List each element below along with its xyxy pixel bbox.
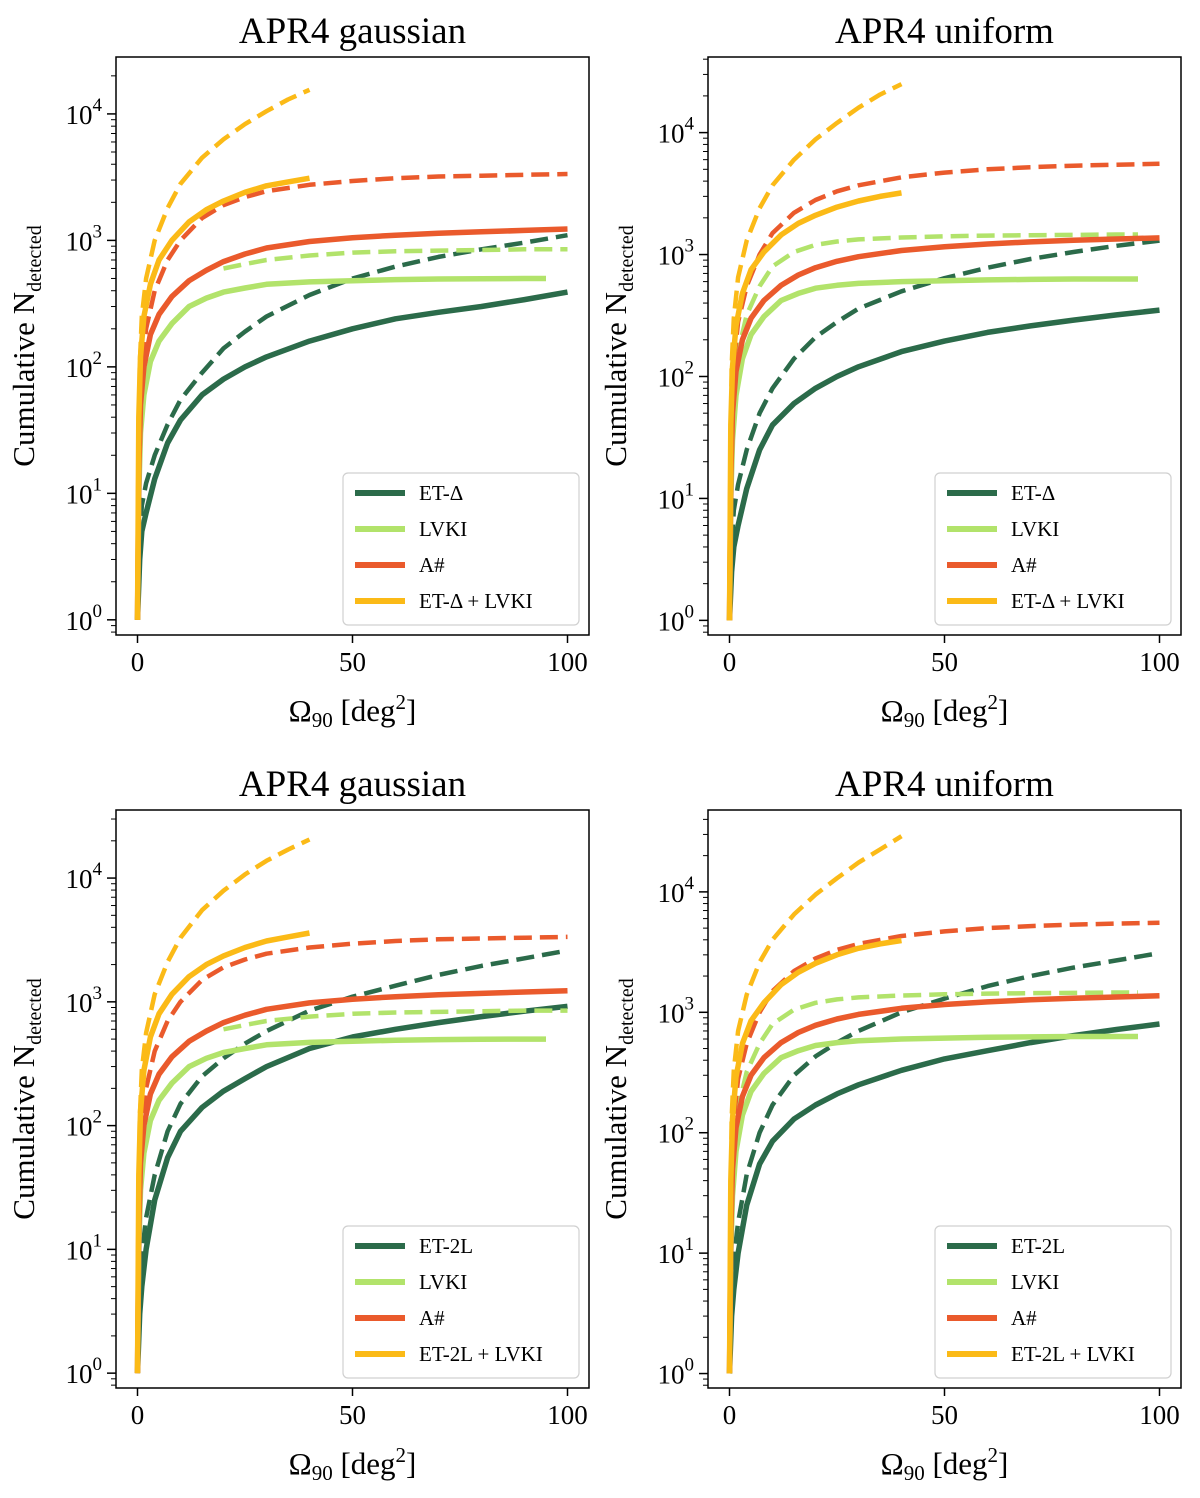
series-line-a--dashed bbox=[135, 171, 568, 620]
x-tick-label: 50 bbox=[931, 647, 958, 677]
series-line-et-lvki-dashed bbox=[727, 82, 903, 621]
series-line-et-2l-dashed bbox=[727, 950, 1160, 1374]
legend-label: ET-Δ + LVKI bbox=[419, 589, 533, 613]
y-tick-label: 100 bbox=[658, 601, 695, 636]
legend: ET-2L LVKI A# ET-2L + LVKI bbox=[342, 1225, 580, 1379]
series-group bbox=[134, 837, 568, 1374]
chart-title: APR4 gaussian bbox=[239, 764, 466, 805]
x-axis-label: Ω90 [deg2] bbox=[289, 1443, 417, 1485]
legend-label: ET-2L + LVKI bbox=[419, 1342, 543, 1366]
chart-panel-3: APR4 gaussian 0 50 100 100 101 102 103 104 Ω90 [d… bbox=[6, 764, 590, 1485]
y-tick-label: 102 bbox=[66, 348, 103, 383]
series-group bbox=[726, 834, 1160, 1374]
x-tick-label: 100 bbox=[547, 647, 588, 677]
legend: ET-2L LVKI A# ET-2L + LVKI bbox=[934, 1225, 1172, 1379]
series-line-et-2l-lvki-solid bbox=[726, 937, 902, 1374]
x-tick-label: 0 bbox=[723, 647, 737, 677]
legend: ET-Δ LVKI A# ET-Δ + LVKI bbox=[934, 472, 1172, 626]
y-tick-label: 101 bbox=[658, 1234, 695, 1269]
chart-panel-2: APR4 uniform 0 50 100 100 101 102 103 104 Ω90 [de… bbox=[598, 11, 1182, 732]
y-tick-label: 100 bbox=[658, 1355, 695, 1390]
y-tick-label: 101 bbox=[66, 1230, 103, 1265]
chart-panel-1: APR4 gaussian 0 50 100 100 101 102 103 104 Ω90 [d… bbox=[6, 11, 590, 732]
y-axis-label: Cumulative Ndetected bbox=[6, 978, 46, 1219]
legend-label: A# bbox=[419, 553, 445, 577]
series-group bbox=[134, 87, 568, 620]
legend: ET-Δ LVKI A# ET-Δ + LVKI bbox=[342, 472, 580, 626]
y-tick-label: 103 bbox=[658, 993, 695, 1028]
y-tick-label: 100 bbox=[66, 601, 103, 636]
legend-label: ET-Δ bbox=[1011, 481, 1055, 505]
x-tick-label: 50 bbox=[339, 647, 366, 677]
legend-label: ET-Δ + LVKI bbox=[1011, 589, 1125, 613]
legend-box bbox=[934, 1225, 1172, 1379]
x-axis-label: Ω90 [deg2] bbox=[881, 1443, 1009, 1485]
series-line-et-2l-solid bbox=[726, 1021, 1160, 1374]
series-line-a--dashed bbox=[135, 934, 568, 1374]
legend-label: LVKI bbox=[1011, 1270, 1059, 1294]
legend-label: ET-2L bbox=[1011, 1234, 1065, 1258]
y-tick-label: 104 bbox=[658, 873, 695, 908]
y-tick-label: 101 bbox=[658, 479, 695, 514]
x-tick-label: 0 bbox=[723, 1400, 737, 1430]
series-line-lvki-dashed bbox=[223, 1008, 568, 1032]
series-line-et--dashed bbox=[135, 232, 568, 620]
legend-box bbox=[342, 1225, 580, 1379]
series-line-a--solid bbox=[726, 993, 1160, 1374]
series-line-et--solid bbox=[726, 307, 1160, 621]
series-group bbox=[726, 82, 1160, 621]
series-line-lvki-dashed bbox=[223, 247, 568, 271]
x-tick-label: 100 bbox=[1139, 1400, 1180, 1430]
series-line-et--solid bbox=[134, 289, 568, 620]
y-tick-label: 102 bbox=[658, 1114, 695, 1149]
legend-label: A# bbox=[419, 1306, 445, 1330]
y-axis-label: Cumulative Ndetected bbox=[6, 225, 46, 466]
y-tick-label: 101 bbox=[66, 474, 103, 509]
y-tick-label: 104 bbox=[66, 95, 103, 130]
legend-label: A# bbox=[1011, 553, 1037, 577]
x-tick-label: 0 bbox=[131, 647, 145, 677]
y-tick-label: 103 bbox=[658, 236, 695, 271]
x-axis-label: Ω90 [deg2] bbox=[881, 690, 1009, 732]
series-line-et-2l-lvki-dashed bbox=[135, 837, 311, 1374]
y-tick-label: 104 bbox=[658, 114, 695, 149]
x-tick-label: 100 bbox=[547, 1400, 588, 1430]
series-line-a--solid bbox=[726, 235, 1160, 621]
legend-label: LVKI bbox=[419, 1270, 467, 1294]
chart-title: APR4 uniform bbox=[835, 764, 1054, 805]
x-tick-label: 50 bbox=[931, 1400, 958, 1430]
series-line-et-lvki-dashed bbox=[135, 87, 311, 620]
series-line-et--dashed bbox=[727, 238, 1160, 621]
x-tick-label: 50 bbox=[339, 1400, 366, 1430]
series-line-lvki-dashed bbox=[727, 990, 1138, 1374]
chart-title: APR4 uniform bbox=[835, 11, 1054, 52]
y-tick-label: 104 bbox=[66, 859, 103, 894]
y-tick-label: 102 bbox=[66, 1107, 103, 1142]
chart-title: APR4 gaussian bbox=[239, 11, 466, 52]
x-axis-label: Ω90 [deg2] bbox=[289, 690, 417, 732]
legend-box bbox=[342, 472, 580, 626]
series-line-et-2l-solid bbox=[134, 1003, 568, 1374]
x-tick-label: 0 bbox=[131, 1400, 145, 1430]
y-axis-label: Cumulative Ndetected bbox=[598, 225, 638, 466]
legend-label: ET-2L bbox=[419, 1234, 473, 1258]
legend-label: ET-Δ bbox=[419, 481, 463, 505]
series-line-a--solid bbox=[134, 226, 568, 620]
chart-panel-4: APR4 uniform 0 50 100 100 101 102 103 104 Ω90 [de… bbox=[598, 764, 1182, 1485]
y-tick-label: 102 bbox=[658, 357, 695, 392]
legend-label: A# bbox=[1011, 1306, 1037, 1330]
y-tick-label: 103 bbox=[66, 221, 103, 256]
legend-box bbox=[934, 472, 1172, 626]
legend-label: LVKI bbox=[419, 517, 467, 541]
legend-label: ET-2L + LVKI bbox=[1011, 1342, 1135, 1366]
y-axis-label: Cumulative Ndetected bbox=[598, 978, 638, 1219]
y-tick-label: 103 bbox=[66, 983, 103, 1018]
series-line-et-2l-lvki-dashed bbox=[727, 834, 903, 1374]
x-tick-label: 100 bbox=[1139, 647, 1180, 677]
series-line-et-lvki-solid bbox=[726, 190, 902, 621]
legend-label: LVKI bbox=[1011, 517, 1059, 541]
y-tick-label: 100 bbox=[66, 1354, 103, 1389]
